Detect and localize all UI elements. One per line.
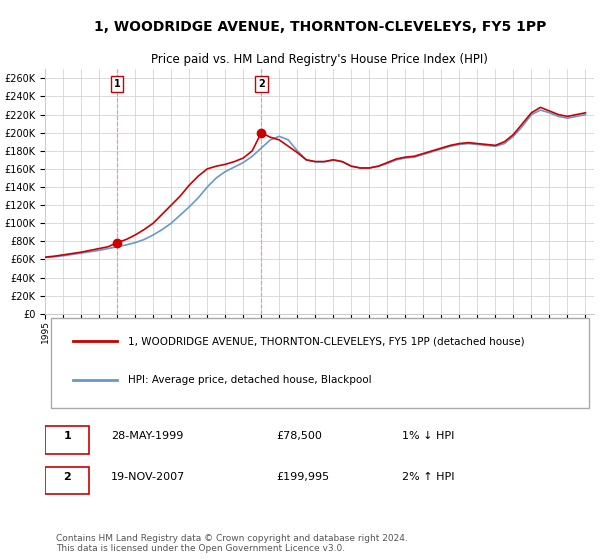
Text: Price paid vs. HM Land Registry's House Price Index (HPI): Price paid vs. HM Land Registry's House … <box>151 53 488 66</box>
Text: 2: 2 <box>258 79 265 89</box>
Text: 1, WOODRIDGE AVENUE, THORNTON-CLEVELEYS, FY5 1PP (detached house): 1, WOODRIDGE AVENUE, THORNTON-CLEVELEYS,… <box>128 336 524 346</box>
Text: Contains HM Land Registry data © Crown copyright and database right 2024.
This d: Contains HM Land Registry data © Crown c… <box>56 534 408 553</box>
FancyBboxPatch shape <box>50 318 589 408</box>
Text: £78,500: £78,500 <box>276 431 322 441</box>
Text: 1% ↓ HPI: 1% ↓ HPI <box>402 431 455 441</box>
Text: 1: 1 <box>63 431 71 441</box>
Text: 28-MAY-1999: 28-MAY-1999 <box>111 431 184 441</box>
Text: 19-NOV-2007: 19-NOV-2007 <box>111 472 185 482</box>
Text: 2: 2 <box>63 472 71 482</box>
Text: 2% ↑ HPI: 2% ↑ HPI <box>402 472 455 482</box>
FancyBboxPatch shape <box>45 426 89 454</box>
Text: 1: 1 <box>114 79 121 89</box>
Text: £199,995: £199,995 <box>276 472 329 482</box>
Text: 1, WOODRIDGE AVENUE, THORNTON-CLEVELEYS, FY5 1PP: 1, WOODRIDGE AVENUE, THORNTON-CLEVELEYS,… <box>94 21 546 35</box>
Text: HPI: Average price, detached house, Blackpool: HPI: Average price, detached house, Blac… <box>128 375 371 385</box>
FancyBboxPatch shape <box>45 467 89 494</box>
